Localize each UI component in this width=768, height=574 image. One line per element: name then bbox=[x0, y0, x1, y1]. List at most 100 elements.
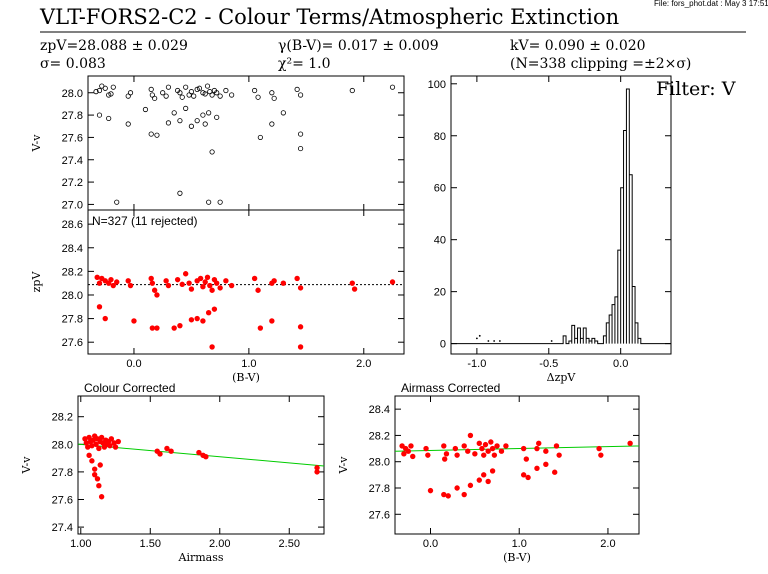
data-point bbox=[102, 85, 108, 91]
data-point bbox=[200, 284, 206, 290]
data-point bbox=[110, 84, 116, 90]
x-axis-label: (B-V) bbox=[503, 551, 531, 564]
data-point bbox=[294, 275, 300, 282]
data-point bbox=[154, 132, 160, 138]
data-point bbox=[297, 131, 304, 137]
data-point bbox=[427, 487, 434, 494]
data-point bbox=[188, 89, 195, 95]
data-point bbox=[114, 279, 120, 285]
data-point bbox=[202, 121, 208, 127]
fit-line bbox=[394, 445, 640, 452]
data-point bbox=[257, 134, 263, 141]
chi2-text: χ²= 1.0 bbox=[278, 56, 331, 72]
data-point bbox=[467, 432, 474, 439]
xtick-label: 2.00 bbox=[209, 538, 230, 550]
data-point bbox=[494, 443, 500, 449]
ytick-label: 27.8 bbox=[369, 483, 390, 495]
n-info-text: (N=338 clipping =±2×σ) bbox=[510, 56, 691, 72]
data-point bbox=[556, 452, 562, 458]
data-point bbox=[202, 279, 208, 285]
data-point bbox=[257, 325, 264, 331]
sigma-text: σ= 0.083 bbox=[40, 56, 106, 72]
filter-label: Filter: V bbox=[656, 78, 736, 100]
data-point bbox=[481, 452, 487, 458]
data-point bbox=[489, 468, 496, 474]
data-point bbox=[280, 280, 287, 286]
data-point bbox=[127, 90, 134, 96]
data-point bbox=[627, 440, 633, 447]
data-point bbox=[200, 318, 206, 324]
ytick-label: 28.0 bbox=[62, 290, 83, 302]
ytick-label: 28.4 bbox=[62, 243, 83, 255]
data-point bbox=[108, 276, 114, 283]
data-point bbox=[297, 92, 304, 98]
data-point bbox=[598, 452, 604, 458]
data-point bbox=[214, 114, 220, 120]
data-point bbox=[183, 84, 189, 90]
data-point bbox=[209, 149, 215, 155]
data-point bbox=[349, 87, 355, 94]
histogram-mark bbox=[498, 340, 501, 342]
data-point bbox=[98, 434, 105, 441]
panel-colour-top: 27.0 27.2 27.4 27.6 27.8 28.0 V-v bbox=[30, 75, 405, 211]
data-point bbox=[183, 105, 189, 111]
data-point bbox=[96, 304, 103, 310]
data-point bbox=[179, 94, 185, 100]
data-point bbox=[188, 317, 195, 323]
data-point bbox=[482, 441, 489, 448]
data-point bbox=[214, 90, 220, 96]
panel-title: Colour Corrected bbox=[84, 381, 175, 395]
data-point bbox=[96, 87, 103, 94]
plot-frame bbox=[394, 395, 640, 535]
data-point bbox=[485, 478, 491, 485]
xtick-label: -0.5 bbox=[539, 358, 558, 370]
data-point bbox=[98, 494, 105, 500]
data-point bbox=[163, 93, 169, 99]
data-point bbox=[503, 443, 509, 449]
k-text: kV= 0.090 ± 0.020 bbox=[510, 38, 646, 54]
data-point bbox=[151, 287, 158, 293]
data-point bbox=[399, 443, 405, 449]
data-point bbox=[188, 286, 195, 292]
data-point bbox=[165, 84, 172, 90]
data-point bbox=[297, 324, 304, 330]
xtick-label: 1.50 bbox=[140, 538, 161, 550]
data-point bbox=[491, 452, 498, 458]
data-point bbox=[177, 190, 183, 196]
plot-frame bbox=[87, 209, 405, 355]
data-point bbox=[96, 112, 103, 118]
data-point bbox=[171, 325, 177, 331]
ytick-label: 0 bbox=[440, 339, 446, 351]
data-point bbox=[200, 112, 206, 118]
data-point bbox=[476, 477, 482, 483]
data-point bbox=[188, 123, 195, 129]
ytick-label: 20 bbox=[434, 287, 446, 299]
data-point bbox=[297, 344, 304, 350]
data-point bbox=[164, 445, 170, 452]
data-point bbox=[204, 274, 211, 280]
data-point bbox=[163, 278, 169, 284]
data-point bbox=[171, 110, 177, 116]
data-point bbox=[86, 452, 92, 459]
data-point bbox=[94, 274, 100, 280]
data-point bbox=[217, 285, 223, 291]
panel-annotation: N=327 (11 rejected) bbox=[92, 214, 198, 228]
data-point bbox=[280, 110, 286, 116]
xtick-label: 2.0 bbox=[356, 358, 371, 370]
histogram-mark bbox=[475, 337, 478, 340]
ytick-label: 27.8 bbox=[62, 314, 83, 326]
data-point bbox=[209, 287, 215, 293]
xtick-label: 1.0 bbox=[241, 358, 256, 370]
data-point bbox=[108, 91, 114, 97]
data-point bbox=[543, 448, 549, 454]
ytick-label: 80 bbox=[434, 131, 446, 143]
data-point bbox=[269, 121, 275, 127]
data-point bbox=[228, 282, 235, 289]
xtick-label: 0.0 bbox=[126, 358, 141, 370]
data-point bbox=[217, 93, 223, 99]
data-point bbox=[269, 90, 275, 96]
data-point bbox=[106, 115, 112, 122]
data-point bbox=[127, 282, 134, 289]
x-axis-label: ΔzpV bbox=[547, 371, 577, 384]
data-point bbox=[160, 90, 166, 96]
